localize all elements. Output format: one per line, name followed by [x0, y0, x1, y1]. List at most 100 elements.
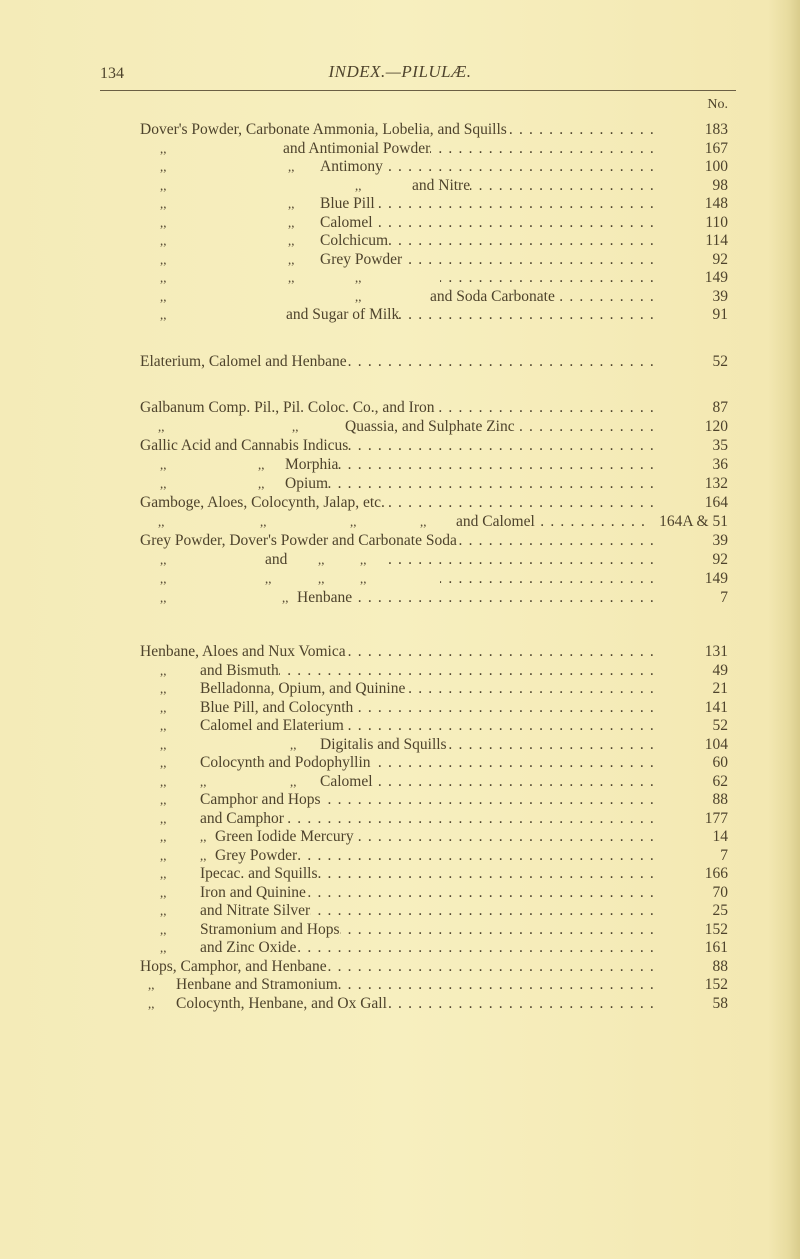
entry-text: and Antimonial Powder [283, 140, 431, 157]
entry-number: 60 [712, 754, 729, 771]
index-entry: ,,,, Grey Powder.........................… [0, 846, 800, 865]
dot-leader: ........................................… [385, 551, 660, 568]
ditto-mark: ,, [360, 571, 367, 586]
entry-number: 52 [712, 353, 729, 370]
entry-text: Galbanum Comp. Pil., Pil. Coloc. Co., an… [140, 399, 435, 416]
entry-number: 149 [704, 269, 728, 286]
dot-leader: ........................................… [283, 810, 660, 827]
ditto-mark: ,, [158, 514, 165, 529]
entry-number: 39 [712, 288, 729, 305]
index-entry: ,,,,,,,,................................… [0, 569, 800, 588]
entry-number: 110 [705, 214, 728, 231]
ditto-mark: ,, [288, 215, 295, 230]
entry-number: 88 [712, 958, 729, 975]
index-entry: ,,,, and Soda Carbonate..................… [0, 287, 800, 306]
dot-leader: ........................................… [388, 232, 660, 249]
dot-leader: ........................................… [535, 513, 652, 530]
entry-text: Quassia, and Sulphate Zinc [345, 418, 515, 435]
entry-text: Grey Powder, Dover's Powder and Carbonat… [140, 532, 457, 549]
index-entry: ,,,, Opium...............................… [0, 474, 800, 493]
entry-text: and Nitre [412, 177, 471, 194]
dot-leader: ........................................… [296, 939, 660, 956]
index-entry: ,, Ipecac. and Squills...................… [0, 864, 800, 883]
ditto-mark: ,, [290, 774, 297, 789]
index-entry: ,,,, Grey Powder.........................… [0, 250, 800, 269]
entry-number: 131 [704, 643, 728, 660]
entry-number: 104 [704, 736, 728, 753]
dot-leader: ........................................… [347, 353, 660, 370]
ditto-mark: ,, [288, 159, 295, 174]
dot-leader: ........................................… [373, 214, 660, 231]
entry-number: 92 [712, 551, 729, 568]
entry-number: 120 [704, 418, 728, 435]
entry-text: Calomel and Elaterium [200, 717, 344, 734]
entry-number: 177 [704, 810, 728, 827]
entry-text: Dover's Powder, Carbonate Ammonia, Lobel… [140, 121, 507, 138]
entry-text: and Sugar of Milk [286, 306, 400, 323]
dot-leader: ........................................… [371, 754, 660, 771]
dot-leader: ........................................… [399, 306, 660, 323]
page-title: INDEX.—PILULÆ. [328, 62, 472, 81]
entry-number: 100 [704, 158, 728, 175]
dot-leader: ........................................… [405, 680, 660, 697]
entry-text: and Calomel [456, 513, 535, 530]
dot-leader: ........................................… [297, 847, 660, 864]
entry-text: Calomel [320, 773, 373, 790]
index-entry: ,,,,,,,, and Calomel.....................… [0, 512, 800, 531]
ditto-mark: ,, [160, 792, 167, 807]
dot-leader: ........................................… [447, 736, 660, 753]
entry-number: 7 [720, 589, 728, 606]
ditto-mark: ,, [160, 307, 167, 322]
entry-text: Stramonium and Hops [200, 921, 340, 938]
entry-number: 92 [712, 251, 729, 268]
dot-leader: ........................................… [306, 884, 660, 901]
page-number: 134 [100, 65, 124, 82]
ditto-mark: ,, [160, 681, 167, 696]
ditto-mark: ,, [158, 419, 165, 434]
ditto-mark: ,, [258, 457, 265, 472]
ditto-mark: ,, [160, 848, 167, 863]
index-entry: ,, Colocynth and Podophyllin.............… [0, 753, 800, 772]
index-entry: ,,,, Antimony............................… [0, 157, 800, 176]
index-entry: Grey Powder, Dover's Powder and Carbonat… [0, 531, 800, 550]
entry-number: 52 [712, 717, 729, 734]
entry-number: 167 [704, 140, 728, 157]
ditto-mark: ,, [160, 196, 167, 211]
dot-leader: ........................................… [346, 643, 660, 660]
ditto-mark: ,, [200, 829, 207, 844]
entry-text: and Zinc Oxide [200, 939, 297, 956]
dot-leader: ........................................… [507, 121, 660, 138]
index-entry: Hops, Camphor, and Henbane..............… [0, 957, 800, 976]
index-entry: ,,,,,, Calomel...........................… [0, 772, 800, 791]
ditto-mark: ,, [160, 866, 167, 881]
entry-number: 152 [704, 976, 728, 993]
dot-leader: ........................................… [373, 773, 660, 790]
entry-number: 87 [712, 399, 729, 416]
entry-text: Blue Pill, and Colocynth [200, 699, 354, 716]
entry-number: 14 [712, 828, 729, 845]
entry-text: Grey Powder [215, 847, 298, 864]
index-entry: ,,,,,, and...............................… [0, 550, 800, 569]
entry-text: Henbane [297, 589, 353, 606]
entry-number: 152 [704, 921, 728, 938]
entry-number: 58 [712, 995, 729, 1012]
index-entry: ,,,, Henbane.............................… [0, 588, 800, 607]
ditto-mark: ,, [288, 196, 295, 211]
dot-leader: ........................................… [337, 976, 660, 993]
entry-number: 25 [712, 902, 729, 919]
index-entry: Galbanum Comp. Pil., Pil. Coloc. Co., an… [0, 398, 800, 417]
dot-leader: ........................................… [328, 475, 660, 492]
entry-text: Iron and Quinine [200, 884, 306, 901]
ditto-mark: ,, [290, 737, 297, 752]
index-entry: ,,,,,,..................................… [0, 268, 800, 287]
ditto-mark: ,, [160, 663, 167, 678]
index-entry: Henbane, Aloes and Nux Vomica...........… [0, 642, 800, 661]
ditto-mark: ,, [160, 940, 167, 955]
entry-text: Grey Powder [320, 251, 403, 268]
index-entry: ,,,, Calomel.............................… [0, 213, 800, 232]
dot-leader: ........................................… [385, 494, 660, 511]
ditto-mark: ,, [160, 737, 167, 752]
dot-leader: ........................................… [440, 570, 660, 587]
entry-text: Antimony [320, 158, 383, 175]
entry-text: and Nitrate Silver [200, 902, 311, 919]
